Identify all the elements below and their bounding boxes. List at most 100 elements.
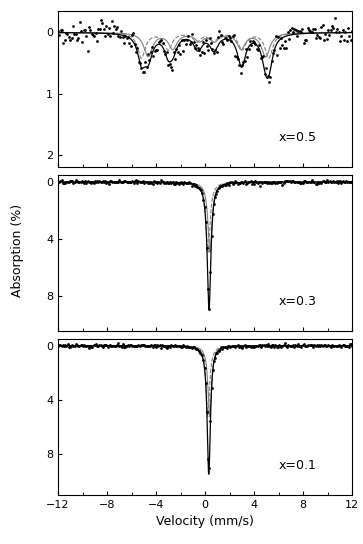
- Point: [87, 26, 93, 34]
- Point: [105, 177, 111, 186]
- Point: [261, 340, 266, 349]
- Point: [167, 60, 172, 69]
- X-axis label: Velocity (mm/s): Velocity (mm/s): [156, 516, 254, 528]
- Point: [329, 341, 335, 350]
- Point: [234, 180, 240, 188]
- Point: [113, 24, 119, 33]
- Point: [333, 342, 338, 350]
- Point: [261, 52, 266, 60]
- Point: [125, 33, 131, 41]
- Point: [140, 67, 146, 76]
- Point: [309, 27, 315, 36]
- Point: [240, 58, 246, 67]
- Point: [290, 28, 296, 36]
- Point: [189, 344, 195, 353]
- Point: [137, 59, 143, 67]
- Point: [141, 178, 147, 187]
- Point: [138, 177, 144, 186]
- Point: [219, 182, 225, 191]
- Point: [189, 182, 195, 190]
- Point: [192, 43, 198, 52]
- Point: [328, 25, 334, 34]
- Point: [253, 40, 258, 48]
- Point: [243, 45, 249, 53]
- Point: [261, 177, 266, 186]
- Point: [297, 342, 303, 350]
- Point: [189, 30, 195, 39]
- Point: [262, 70, 268, 78]
- Point: [74, 341, 80, 349]
- Point: [106, 180, 112, 188]
- Point: [343, 177, 349, 186]
- Point: [114, 178, 120, 187]
- Point: [81, 178, 87, 187]
- Point: [345, 23, 351, 32]
- Point: [318, 341, 324, 350]
- Point: [257, 341, 263, 349]
- Point: [176, 342, 182, 350]
- Point: [212, 193, 218, 202]
- Point: [251, 38, 257, 46]
- Point: [322, 341, 328, 349]
- Point: [168, 178, 174, 187]
- Point: [210, 209, 216, 218]
- Point: [128, 42, 134, 51]
- Point: [302, 36, 308, 45]
- Point: [67, 177, 73, 186]
- Point: [86, 23, 92, 32]
- Point: [280, 181, 285, 189]
- Point: [184, 342, 190, 350]
- Point: [170, 342, 176, 350]
- Point: [70, 21, 76, 30]
- Point: [175, 179, 180, 188]
- Point: [117, 33, 123, 41]
- Point: [143, 342, 148, 350]
- Point: [299, 178, 305, 187]
- Point: [89, 29, 94, 38]
- Point: [145, 50, 151, 58]
- Point: [318, 23, 324, 32]
- Point: [79, 176, 85, 185]
- Point: [136, 178, 142, 187]
- Point: [81, 26, 86, 35]
- Point: [200, 196, 206, 205]
- Point: [135, 341, 141, 349]
- Point: [231, 178, 237, 187]
- Point: [102, 32, 108, 41]
- Point: [245, 52, 250, 61]
- Point: [187, 178, 193, 187]
- Point: [215, 349, 220, 358]
- Point: [274, 51, 280, 59]
- Point: [257, 181, 263, 190]
- Point: [224, 35, 230, 44]
- Point: [77, 17, 82, 26]
- Point: [228, 37, 234, 46]
- Point: [125, 341, 131, 349]
- Point: [337, 341, 343, 350]
- Point: [80, 178, 86, 187]
- Point: [211, 49, 217, 58]
- Point: [177, 178, 183, 187]
- Point: [182, 35, 187, 44]
- Point: [192, 181, 198, 190]
- Point: [105, 342, 111, 351]
- Point: [61, 39, 66, 48]
- Point: [148, 178, 154, 187]
- Point: [117, 176, 122, 184]
- Point: [163, 50, 168, 58]
- Point: [303, 341, 309, 350]
- Point: [130, 29, 136, 38]
- Point: [133, 176, 139, 184]
- Point: [148, 47, 154, 56]
- Point: [329, 178, 335, 187]
- Point: [115, 32, 121, 40]
- Point: [119, 342, 125, 351]
- Point: [226, 32, 232, 41]
- Point: [314, 180, 319, 188]
- Point: [259, 53, 265, 61]
- Point: [162, 342, 167, 351]
- Point: [93, 340, 99, 349]
- Point: [153, 177, 159, 186]
- Point: [327, 341, 333, 350]
- Point: [249, 341, 254, 350]
